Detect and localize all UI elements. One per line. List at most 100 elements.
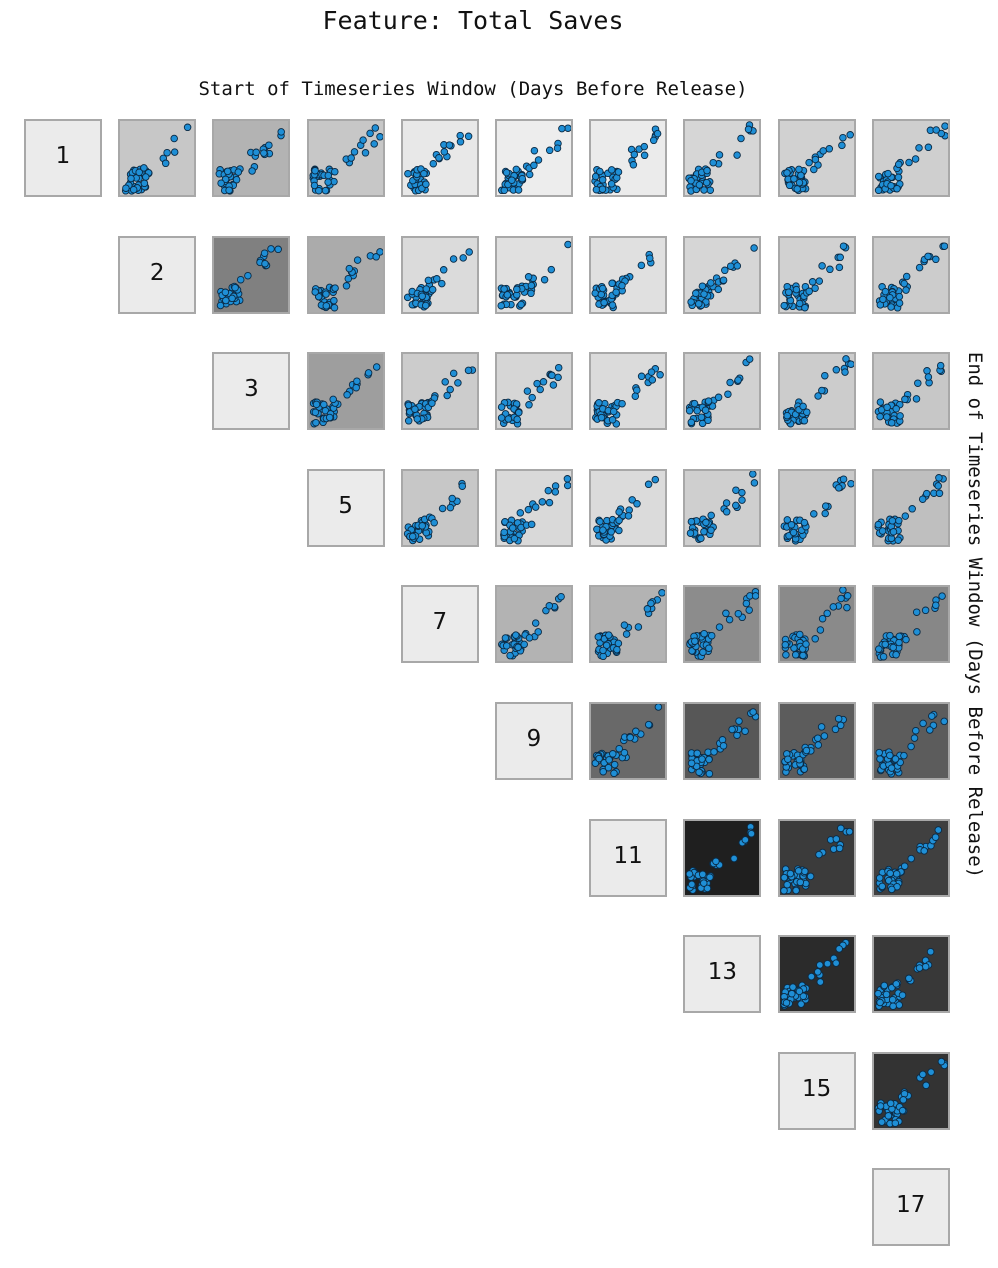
scatter-point bbox=[618, 400, 627, 408]
scatter-cell bbox=[871, 352, 950, 431]
scatter-point bbox=[623, 630, 631, 639]
scatter-cell bbox=[777, 468, 856, 547]
scatter-cell bbox=[871, 235, 950, 314]
scatter-point bbox=[908, 504, 916, 513]
scatter-plot bbox=[875, 710, 948, 778]
scatter-point bbox=[915, 964, 924, 972]
scatter-point bbox=[563, 481, 571, 490]
scatter-point bbox=[419, 169, 428, 178]
scatter-point bbox=[727, 262, 735, 270]
scatter-point bbox=[515, 409, 523, 417]
scatter-point bbox=[325, 413, 334, 422]
scatter-point bbox=[605, 631, 613, 640]
scatter-point bbox=[628, 495, 637, 504]
scatter-point bbox=[782, 169, 791, 177]
scatter-point bbox=[171, 148, 179, 156]
scatter-plot bbox=[686, 822, 756, 894]
scatter-point bbox=[709, 158, 718, 167]
scatter-point bbox=[802, 408, 811, 417]
scatter-cell bbox=[589, 119, 668, 197]
scatter-point bbox=[907, 742, 915, 751]
scatter-point bbox=[698, 413, 706, 422]
scatter-point bbox=[596, 517, 604, 526]
scatter-point bbox=[707, 278, 715, 287]
scatter-point bbox=[836, 253, 844, 261]
scatter-point bbox=[934, 473, 943, 482]
scatter-point bbox=[553, 144, 562, 152]
scatter-point bbox=[508, 524, 517, 532]
scatter-point bbox=[896, 412, 904, 420]
scatter-point bbox=[820, 372, 829, 380]
scatter-cell bbox=[400, 235, 479, 314]
scatter-point bbox=[634, 623, 643, 632]
scatter-point bbox=[703, 178, 711, 187]
scatter-point bbox=[892, 869, 901, 878]
scatter-point bbox=[375, 133, 383, 141]
scatter-point bbox=[738, 496, 747, 504]
scatter-point bbox=[609, 416, 617, 424]
scatter-plot bbox=[686, 355, 754, 428]
scatter-point bbox=[781, 641, 789, 649]
scatter-point bbox=[439, 265, 448, 274]
scatter-point bbox=[901, 512, 909, 520]
scatter-point bbox=[902, 636, 910, 644]
scatter-point bbox=[691, 637, 699, 646]
scatter-point bbox=[654, 704, 663, 711]
scatter-cell bbox=[683, 702, 762, 780]
scatter-point bbox=[801, 640, 810, 649]
scatter-cell bbox=[495, 585, 573, 664]
scatter-point bbox=[795, 178, 803, 187]
scatter-point bbox=[800, 518, 808, 527]
scatter-point bbox=[536, 385, 544, 394]
scatter-point bbox=[723, 499, 731, 507]
scatter-point bbox=[843, 592, 852, 600]
scatter-point bbox=[501, 634, 510, 643]
scatter-point bbox=[831, 959, 840, 968]
scatter-plot bbox=[874, 1057, 948, 1128]
scatter-point bbox=[312, 400, 320, 409]
scatter-cell bbox=[683, 235, 762, 314]
scatter-point bbox=[350, 148, 358, 156]
scatter-point bbox=[142, 173, 150, 181]
scatter-cell bbox=[118, 119, 197, 197]
scatter-cell bbox=[777, 585, 856, 664]
scatter-point bbox=[228, 294, 237, 302]
scatter-point bbox=[700, 186, 709, 194]
scatter-point bbox=[924, 252, 932, 260]
scatter-point bbox=[912, 628, 921, 637]
scatter-point bbox=[795, 631, 804, 639]
scatter-point bbox=[375, 247, 383, 256]
scatter-point bbox=[887, 302, 895, 311]
scatter-cell bbox=[400, 352, 479, 431]
scatter-point bbox=[941, 122, 948, 130]
scatter-point bbox=[885, 751, 894, 760]
scatter-cell bbox=[777, 818, 856, 897]
scatter-point bbox=[620, 748, 629, 757]
scatter-plot bbox=[592, 365, 665, 428]
scatter-point bbox=[918, 1070, 927, 1078]
scatter-cell bbox=[495, 468, 573, 547]
scatter-point bbox=[918, 495, 927, 503]
scatter-point bbox=[608, 300, 617, 309]
scatter-point bbox=[647, 600, 655, 608]
diagonal-cell bbox=[777, 1051, 856, 1130]
scatter-point bbox=[599, 526, 607, 534]
scatter-point bbox=[922, 489, 931, 498]
scatter-point bbox=[512, 631, 520, 640]
scatter-point bbox=[825, 145, 833, 153]
scatter-point bbox=[418, 292, 426, 300]
scatter-point bbox=[820, 732, 828, 740]
scatter-point bbox=[792, 285, 800, 293]
scatter-point bbox=[816, 626, 824, 635]
scatter-point bbox=[934, 825, 942, 834]
scatter-point bbox=[611, 760, 619, 769]
scatter-point bbox=[829, 603, 837, 612]
scatter-point bbox=[894, 173, 903, 182]
scatter-point bbox=[823, 960, 831, 968]
scatter-point bbox=[613, 646, 621, 654]
scatter-point bbox=[520, 641, 528, 649]
scatter-point bbox=[779, 886, 788, 895]
scatter-point bbox=[924, 373, 932, 381]
scatter-point bbox=[140, 179, 149, 188]
scatter-point bbox=[891, 755, 900, 763]
